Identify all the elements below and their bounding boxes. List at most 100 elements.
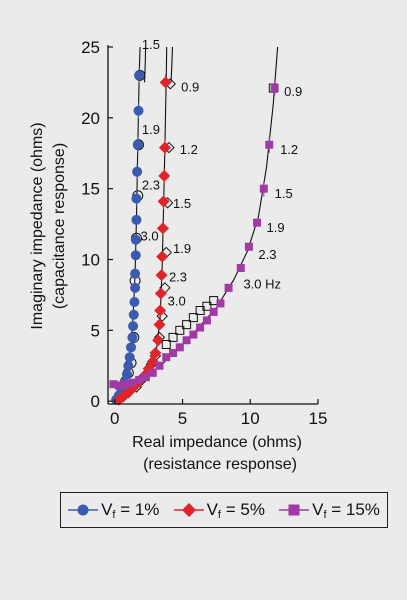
point-s1-21 — [134, 70, 145, 81]
hollow-point-s3-4 — [188, 313, 198, 323]
freq-label-5: 1.5 — [173, 196, 191, 211]
point-s3-12 — [189, 330, 198, 339]
freq-label-13: 1.9 — [267, 220, 285, 235]
fit-line-2-fit2 — [170, 47, 174, 83]
hollow-point-s3-2 — [175, 325, 185, 335]
legend-item-15pct: Vf = 15% — [279, 500, 380, 521]
point-s2-16 — [157, 195, 170, 208]
point-s1-8 — [127, 332, 138, 343]
point-s3-21 — [259, 184, 268, 193]
point-s3-8 — [162, 353, 171, 362]
point-s3-6 — [148, 368, 157, 377]
point-s3-18 — [236, 264, 245, 272]
point-s1-18 — [132, 166, 143, 177]
x-axis-sublabel: (resistance response) — [143, 456, 297, 473]
point-s3-13 — [196, 323, 205, 332]
point-s3-19 — [244, 242, 253, 251]
point-s1-14 — [130, 250, 141, 261]
point-s1-20 — [133, 105, 144, 116]
y-tick-label-0: 0 — [91, 392, 100, 411]
point-s3-17 — [224, 283, 233, 292]
point-s3-7 — [155, 361, 164, 370]
point-s3-5 — [141, 373, 150, 382]
point-s3-9 — [169, 349, 178, 357]
legend-circle-marker-icon — [68, 504, 99, 516]
legend-label-15pct: Vf = 15% — [312, 499, 380, 521]
legend-item-5pct: Vf = 5% — [173, 499, 265, 521]
point-s3-23 — [270, 84, 279, 93]
point-s2-18 — [158, 141, 171, 154]
point-s3-20 — [253, 218, 262, 227]
y-axis-label: Imaginary impedance (ohms) — [29, 122, 46, 329]
legend: Vf = 1% Vf = 5% Vf = 15% — [60, 492, 388, 528]
data-markers — [109, 67, 279, 406]
hollow-point-s3-1 — [168, 332, 178, 342]
freq-label-8: 2.3 — [169, 270, 187, 285]
point-s2-12 — [154, 287, 167, 300]
x-axis-label: Real impedance (ohms) — [132, 434, 302, 451]
freq-label-4: 2.3 — [142, 177, 160, 192]
point-s1-15 — [130, 234, 141, 245]
x-tick-label-15: 15 — [309, 409, 328, 428]
freq-label-3: 1.2 — [180, 142, 198, 157]
point-s1-5 — [123, 360, 134, 371]
x-tick-label-0: 0 — [110, 409, 119, 428]
x-tick-label-5: 5 — [178, 409, 187, 428]
fit-line-2-fit — [117, 47, 168, 402]
y-axis-sublabel: (capacitance response) — [51, 143, 68, 309]
point-s2-8 — [149, 347, 162, 359]
point-s3-10 — [175, 343, 184, 352]
freq-label-10: 0.9 — [284, 84, 302, 99]
plot-area — [108, 47, 318, 404]
y-tick-label-25: 25 — [81, 38, 100, 57]
point-s3-0 — [109, 380, 118, 389]
point-s2-17 — [158, 169, 171, 182]
y-tick-label-10: 10 — [81, 251, 100, 270]
point-s1-13 — [130, 268, 141, 279]
point-s3-2 — [121, 380, 130, 389]
point-s2-14 — [156, 250, 169, 263]
freq-annotations: 1.5 0.9 1.9 1.2 2.3 1.5 3.0 1.9 2.3 3.0 0.9 1.2 1.5 1… — [141, 37, 303, 308]
freq-label-6: 3.0 — [141, 228, 159, 243]
point-s1-12 — [130, 282, 141, 293]
freq-label-15: 3.0 Hz — [243, 277, 281, 292]
point-s3-22 — [265, 140, 274, 149]
point-s1-16 — [131, 214, 142, 225]
hollow-point-s3-3 — [182, 320, 192, 330]
y-tick-label-20: 20 — [81, 109, 100, 128]
point-s3-15 — [209, 307, 218, 316]
point-s3-3 — [128, 378, 137, 387]
point-s2-13 — [155, 269, 168, 282]
point-s1-11 — [129, 297, 140, 307]
plot-frame — [108, 47, 318, 404]
legend-label-1pct: Vf = 1% — [101, 499, 160, 521]
hollow-point-s3-0 — [161, 340, 171, 349]
point-s1-7 — [126, 342, 137, 353]
legend-diamond-marker-icon — [173, 503, 204, 517]
point-s2-10 — [153, 318, 166, 331]
freq-label-12: 1.5 — [275, 186, 293, 201]
legend-item-1pct: Vf = 1% — [68, 500, 159, 521]
freq-label-14: 2.3 — [258, 247, 276, 262]
point-s3-1 — [114, 381, 123, 390]
legend-label-5pct: Vf = 5% — [206, 499, 265, 521]
point-s1-6 — [124, 352, 135, 363]
freq-label-2: 1.9 — [142, 122, 160, 137]
point-s3-11 — [182, 336, 191, 345]
point-s2-19 — [159, 76, 172, 89]
y-tick-label-15: 15 — [81, 180, 100, 199]
point-s2-15 — [156, 222, 169, 235]
point-s3-16 — [216, 299, 225, 308]
point-s2-11 — [154, 304, 167, 317]
point-s1-17 — [131, 193, 142, 204]
freq-label-1: 0.9 — [181, 80, 199, 95]
point-s1-4 — [121, 369, 132, 380]
axes: 0 5 10 15 20 25 0 5 10 15 — [81, 38, 327, 428]
point-s1-10 — [128, 309, 139, 320]
x-tick-label-10: 10 — [241, 409, 260, 428]
hollow-point-s3-6 — [202, 301, 212, 311]
point-s2-9 — [152, 334, 165, 347]
freq-label-0: 1.5 — [142, 37, 160, 52]
legend-square-marker-icon — [279, 504, 310, 516]
